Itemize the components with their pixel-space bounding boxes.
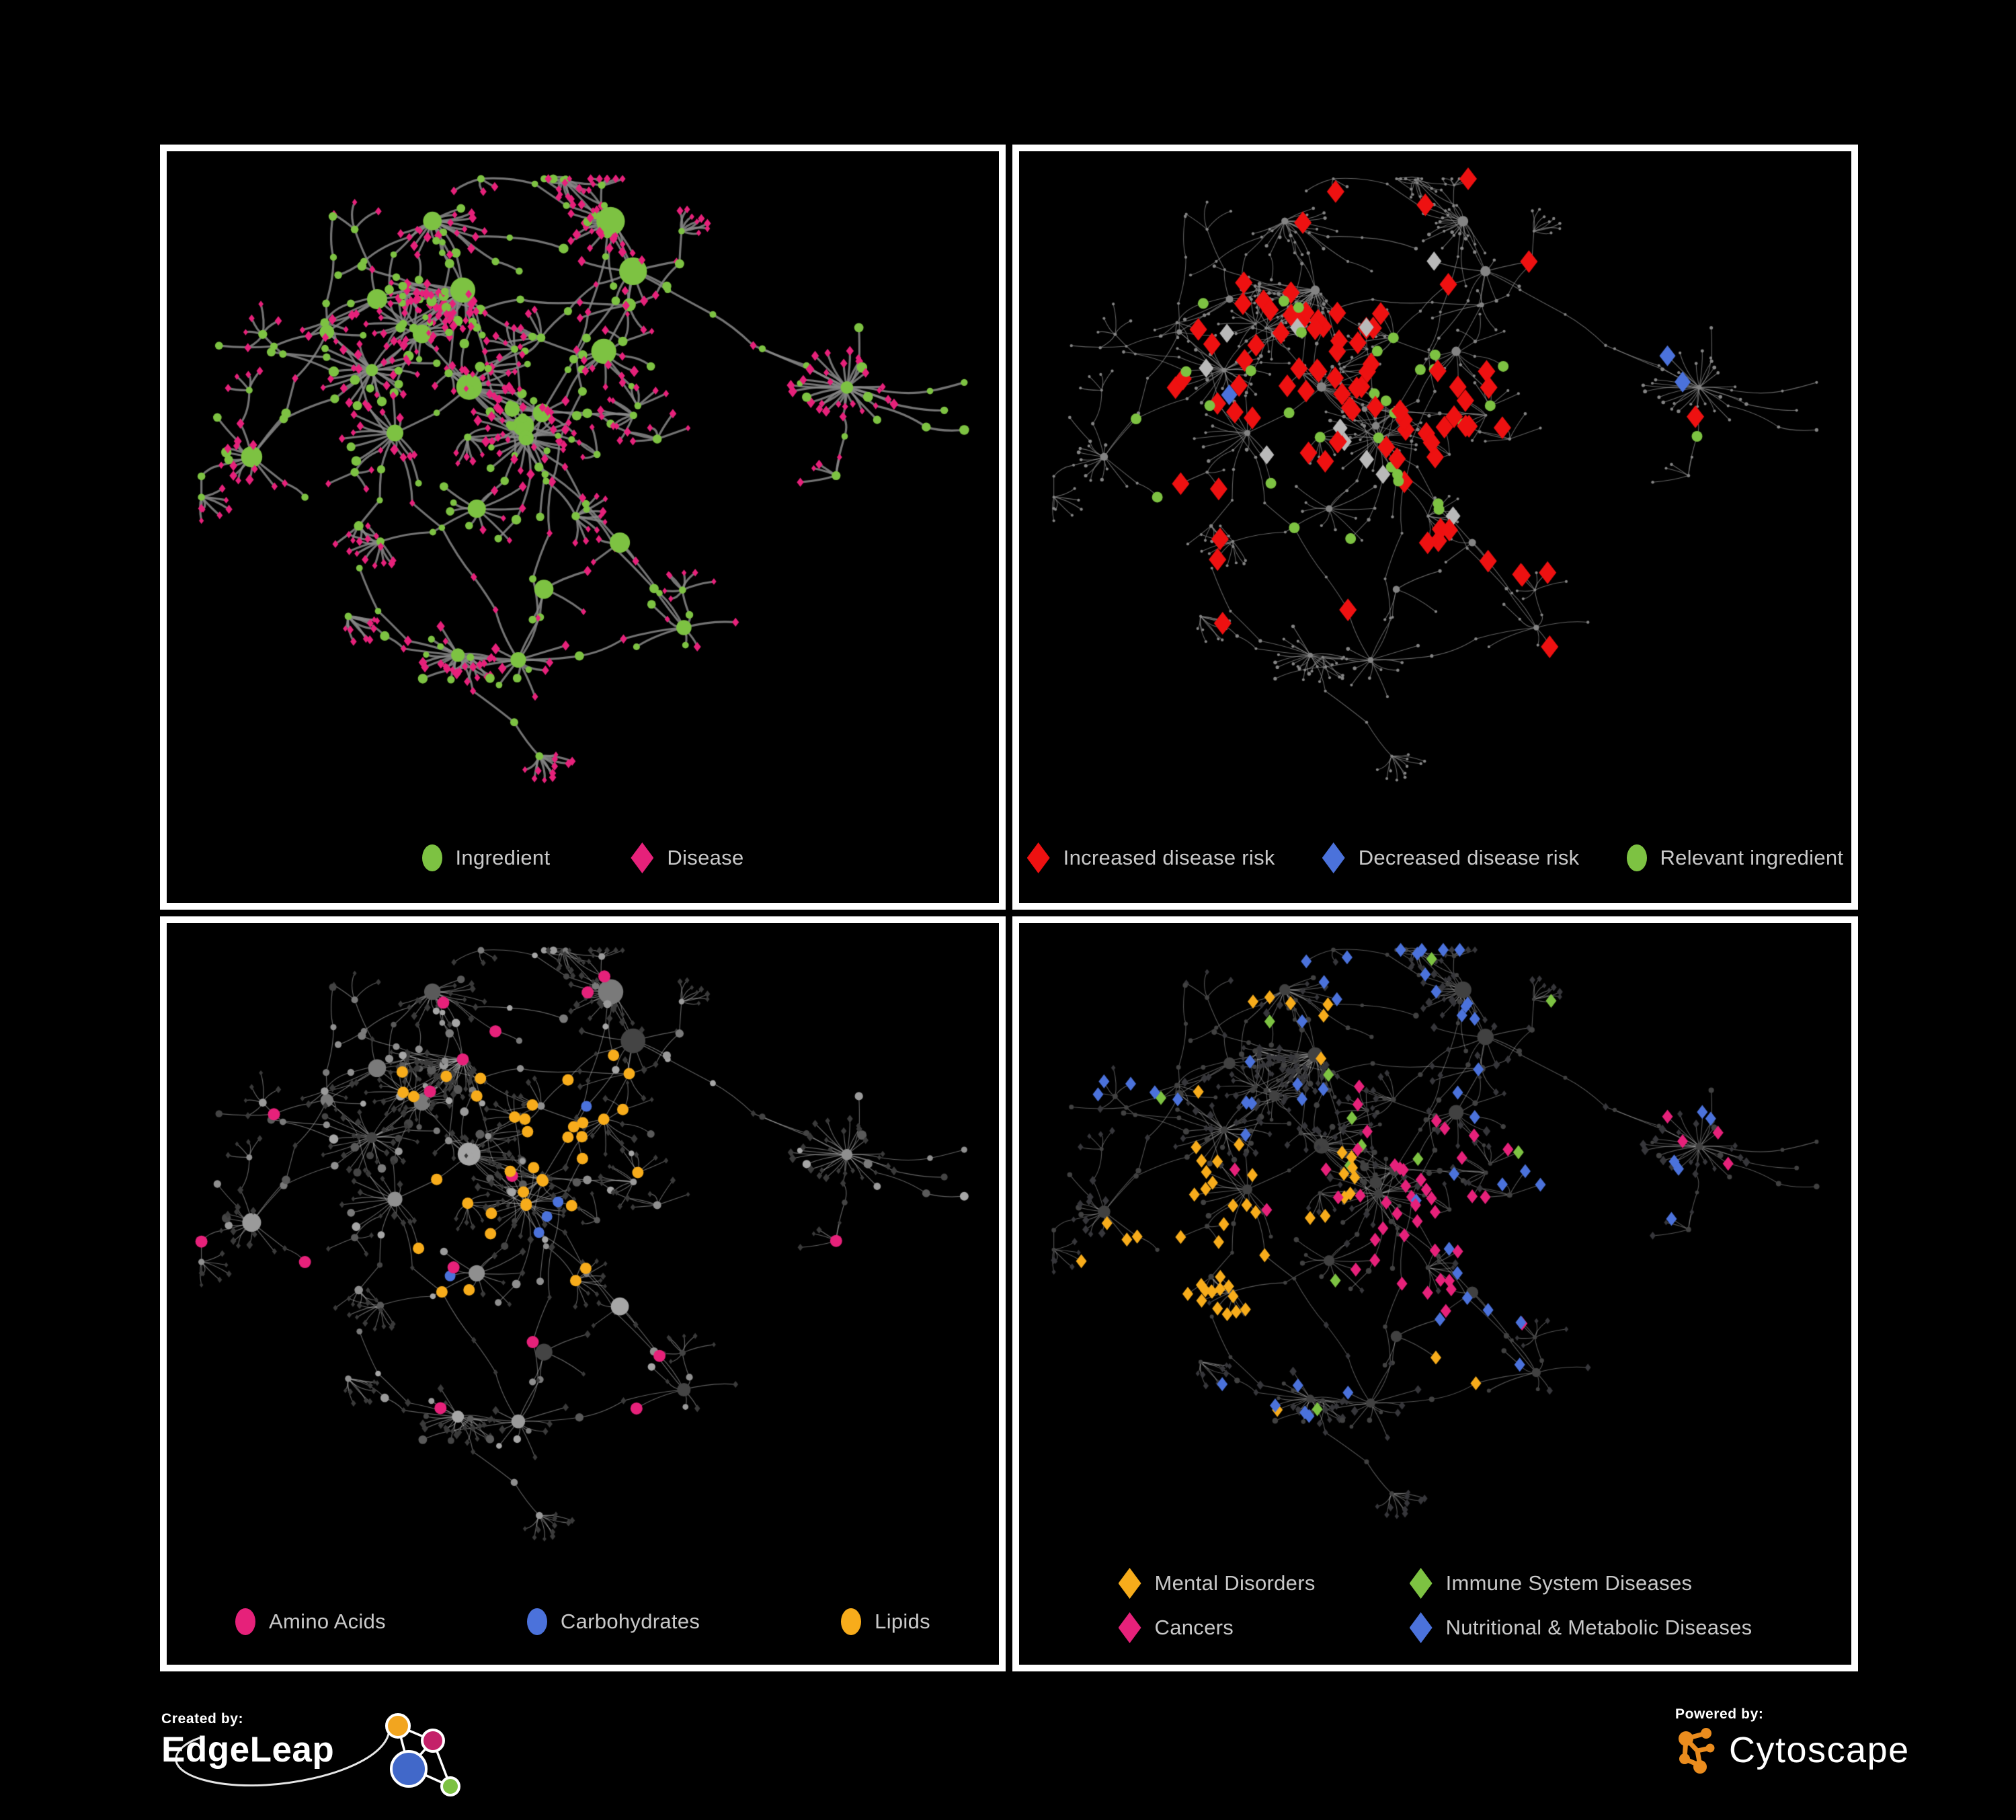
cytoscape-credit: Powered by: Cytoscape	[1675, 1706, 1958, 1801]
panel-disease-classes: Mental Disorders Cancers Immune System D…	[1012, 916, 1858, 1671]
panel-nutrient-classes: Amino Acids Carbohydrates Lipids	[160, 916, 1006, 1671]
edgeleap-logo-icon	[175, 1713, 460, 1796]
created-by-label: Created by:	[161, 1711, 244, 1727]
cytoscape-logo-icon	[1679, 1728, 1715, 1774]
network-disease-classes	[1019, 923, 1851, 1665]
edgeleap-wordmark: EdgeLeap	[161, 1730, 335, 1770]
edgeleap-credit: Created by: EdgeLeap	[161, 1711, 477, 1819]
panel-disease-risk: Increased disease risk Decreased disease…	[1012, 145, 1858, 910]
powered-by-label: Powered by:	[1675, 1706, 1764, 1722]
panel-ingredient-disease: Ingredient Disease	[160, 145, 1006, 910]
network-nutrient-classes	[167, 923, 999, 1665]
network-disease-risk	[1019, 151, 1851, 903]
network-ingredient-disease	[167, 151, 999, 903]
cytoscape-wordmark: Cytoscape	[1729, 1730, 1910, 1770]
